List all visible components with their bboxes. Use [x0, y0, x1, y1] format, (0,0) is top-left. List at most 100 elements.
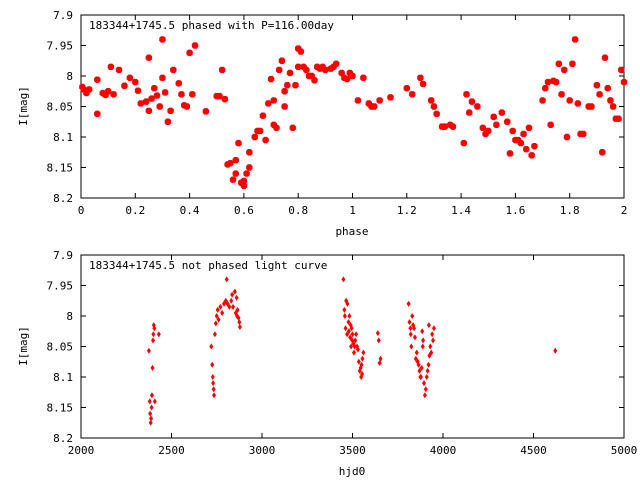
phased-y-axis-label: I[mag] — [17, 86, 30, 126]
phased-data-point — [94, 110, 101, 118]
phased-data-point — [303, 66, 310, 74]
phased-data-point — [539, 97, 546, 104]
phased-data-point — [132, 78, 139, 86]
phased-data-point — [609, 103, 617, 110]
phased-light-curve-panel: 0 0.2 0.4 0.6 0.8 1 1.2 1.4 1.6 1.8 2 7.9 7.95 8 8.05 8… — [17, 9, 627, 238]
phased-data-point — [485, 127, 492, 135]
phased-x-tick-label: 1.6 — [505, 204, 525, 217]
raw-data-point — [423, 386, 428, 393]
raw-data-point — [420, 328, 425, 335]
raw-data-point — [424, 374, 429, 380]
phased-data-point — [544, 78, 552, 86]
raw-y-tick-label: 7.9 — [53, 249, 73, 262]
raw-data-point — [354, 331, 359, 338]
phased-data-point — [218, 66, 226, 74]
raw-data-point — [232, 288, 237, 295]
raw-data-point — [237, 323, 242, 330]
phased-data-point — [542, 85, 549, 92]
raw-data-point — [419, 364, 424, 371]
phased-x-tick-label: 1.4 — [451, 204, 471, 217]
raw-data-point — [210, 361, 215, 368]
phased-data-point — [588, 103, 595, 110]
phased-data-point — [275, 66, 283, 74]
phased-y-tick-label: 7.95 — [47, 40, 74, 53]
phased-data-point — [517, 139, 525, 147]
raw-data-point — [421, 380, 426, 387]
phased-data-point — [563, 133, 571, 141]
raw-data-point — [224, 276, 229, 283]
phased-data-point — [338, 69, 345, 77]
phased-data-point — [221, 95, 229, 103]
phased-data-point — [240, 182, 248, 189]
phased-data-point — [251, 133, 258, 141]
phased-data-point — [531, 142, 538, 150]
phased-data-point — [137, 100, 144, 107]
phased-data-point — [156, 103, 163, 110]
raw-data-point — [213, 320, 218, 327]
raw-data-point — [430, 331, 435, 338]
phased-x-tick-label: 2 — [621, 204, 628, 217]
raw-x-tick-label: 3500 — [339, 444, 366, 457]
phased-data-point — [148, 95, 155, 102]
phased-data-point — [246, 164, 253, 171]
phased-data-point — [599, 149, 606, 156]
phased-data-point — [159, 74, 166, 82]
phased-data-point — [596, 91, 603, 98]
phased-data-point — [232, 156, 239, 164]
phased-data-point — [428, 97, 435, 104]
phased-data-point — [498, 109, 506, 116]
raw-data-point — [349, 343, 354, 350]
phased-data-point — [159, 36, 166, 43]
raw-data-point — [352, 343, 357, 350]
phased-data-point — [145, 54, 153, 61]
phased-data-point — [615, 115, 622, 122]
raw-data-point — [342, 313, 347, 319]
phased-data-points — [79, 36, 628, 189]
phased-data-point — [555, 60, 563, 67]
phased-x-tick-label: 1.2 — [397, 204, 417, 217]
phased-data-point — [311, 77, 318, 84]
phased-data-point — [126, 74, 134, 82]
phased-data-point — [292, 81, 299, 89]
raw-data-point — [214, 313, 219, 319]
phased-data-point — [278, 57, 286, 64]
raw-data-point — [412, 325, 417, 332]
phased-data-point — [528, 152, 535, 159]
phased-data-point — [115, 66, 123, 74]
phased-data-point — [189, 91, 196, 98]
raw-data-point — [431, 337, 436, 344]
phased-data-point — [430, 103, 438, 110]
raw-data-point — [211, 386, 216, 393]
phased-data-point — [281, 88, 288, 95]
raw-data-point — [149, 415, 154, 422]
phased-x-tick-label: 1.8 — [560, 204, 580, 217]
phased-data-point — [164, 118, 172, 125]
phased-data-point — [229, 176, 237, 183]
phased-data-point — [142, 98, 150, 105]
phased-data-point — [525, 124, 533, 132]
phased-data-point — [151, 85, 158, 92]
raw-x-axis-label: hjd0 — [339, 465, 366, 478]
phased-data-point — [479, 124, 487, 132]
phased-data-point — [441, 123, 449, 130]
phased-x-tick-label: 0.8 — [288, 204, 308, 217]
raw-data-point — [349, 325, 354, 332]
raw-data-point — [151, 331, 156, 338]
phased-x-tick-label: 0.4 — [180, 204, 200, 217]
phased-data-point — [618, 66, 625, 74]
raw-axis-ticks: 2000 2500 3000 3500 4000 4500 5000 7.9 7.95 8 8.05… — [47, 249, 638, 457]
raw-light-curve-panel: 2000 2500 3000 3500 4000 4500 5000 7.9 7.95 8 8.05… — [17, 249, 637, 478]
phased-data-point — [235, 139, 242, 147]
raw-data-point — [409, 343, 414, 350]
phased-data-point — [490, 113, 497, 121]
raw-data-point — [345, 300, 350, 307]
raw-data-point — [408, 331, 413, 338]
phased-data-point — [153, 92, 161, 99]
raw-data-point — [426, 322, 431, 329]
raw-data-point — [220, 309, 225, 316]
phased-data-point — [376, 97, 383, 104]
raw-data-point — [230, 291, 235, 298]
raw-data-point — [421, 337, 426, 344]
phased-data-point — [493, 121, 500, 128]
phased-data-point — [167, 107, 174, 114]
